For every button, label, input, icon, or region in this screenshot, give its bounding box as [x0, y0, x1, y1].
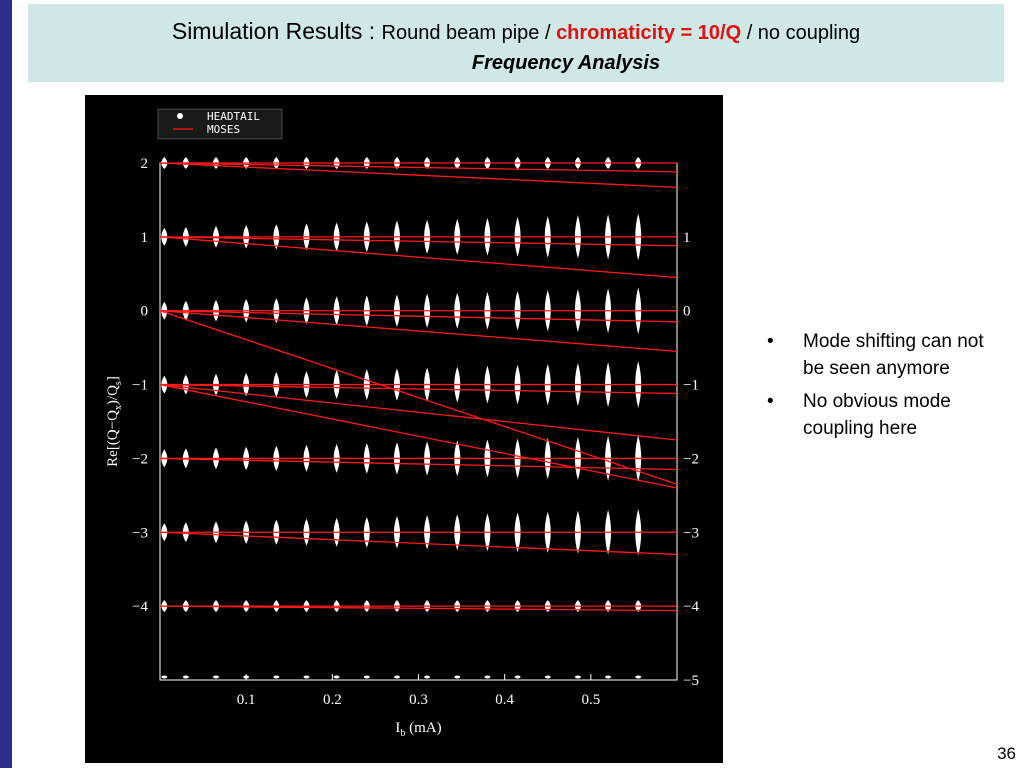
headtail-marker [303, 675, 310, 679]
headtail-marker [363, 675, 370, 679]
legend-headtail-marker [177, 113, 183, 119]
headtail-marker [514, 675, 521, 679]
moses-line [159, 383, 678, 489]
headtail-marker [635, 675, 642, 679]
y-tick-label-right: −5 [683, 673, 699, 689]
headtail-marker [213, 675, 220, 679]
y-tick-label-left: 1 [141, 230, 149, 246]
bullet-list: • Mode shifting can not be seen anymore … [760, 328, 990, 448]
headtail-marker [161, 675, 168, 679]
x-tick-label: 0.4 [495, 692, 514, 708]
plot-frame [159, 162, 678, 681]
headtail-marker [544, 675, 551, 679]
y-tick-label-left: 0 [141, 304, 149, 320]
headtail-marker [273, 675, 280, 679]
y-tick-label-right: −3 [683, 525, 699, 541]
moses-line [159, 162, 678, 189]
y-tick-label-left: −1 [132, 378, 148, 394]
moses-line [159, 605, 678, 612]
x-axis-label: Ib (mA) [395, 720, 441, 739]
moses-line [159, 162, 678, 173]
moses-line [159, 310, 678, 485]
x-tick-label: 0.2 [323, 692, 342, 708]
bullet-text-1: Mode shifting can not be seen anymore [803, 331, 984, 379]
y-tick-label-right: −4 [683, 599, 699, 615]
headtail-marker [182, 675, 189, 679]
y-axis-label: Re[(Q−Qx)/Qs] [105, 376, 124, 467]
y-tick-label-left: 2 [141, 156, 149, 172]
headtail-marker [574, 675, 581, 679]
title-sub-1: Round beam pipe / [381, 22, 557, 44]
title-highlight: chromaticity = 10/Q [556, 22, 742, 44]
legend-label-headtail: HEADTAIL [207, 110, 260, 123]
headtail-marker [424, 675, 431, 679]
title-box: Simulation Results : Round beam pipe / c… [28, 4, 1004, 82]
headtail-marker [243, 675, 250, 679]
legend-label-moses: MOSES [207, 123, 240, 136]
x-tick-label: 0.3 [409, 692, 428, 708]
moses-line [159, 236, 678, 247]
moses-line [159, 531, 678, 556]
x-tick-label: 0.1 [237, 692, 256, 708]
y-tick-label-left: −3 [132, 525, 148, 541]
moses-line [159, 383, 678, 441]
headtail-marker [333, 675, 340, 679]
moses-line [159, 383, 678, 395]
slide-subtitle: Frequency Analysis [471, 52, 661, 74]
bullet-item-2: • No obvious mode coupling here [760, 388, 990, 442]
headtail-marker [484, 675, 491, 679]
moses-line [159, 236, 678, 279]
title-main: Simulation Results : [171, 18, 382, 44]
bullet-dot-icon: • [767, 391, 774, 412]
frequency-analysis-chart: 2 1 0 −1 −2 −3 −4 1 0 −1 −2 −3 −4 −5 0.1 0.2 0.3 0.4 0.5 Ib… [105, 108, 699, 739]
y-tick-label-left: −4 [132, 599, 148, 615]
y-tick-label-right: −2 [683, 451, 699, 467]
plot-panel: 2 1 0 −1 −2 −3 −4 1 0 −1 −2 −3 −4 −5 0.1 0.2 0.3 0.4 0.5 Ib… [85, 95, 723, 763]
x-tick-label: 0.5 [581, 692, 600, 708]
y-tick-label-right: 1 [683, 230, 691, 246]
y-tick-label-right: −1 [683, 378, 699, 394]
moses-line [159, 310, 678, 323]
moses-line [159, 457, 678, 471]
bullet-item-1: • Mode shifting can not be seen anymore [760, 328, 990, 382]
title-sub-2: / no coupling [741, 22, 861, 44]
headtail-marker [605, 675, 612, 679]
bullet-text-2: No obvious mode coupling here [803, 391, 951, 439]
slide-title: Simulation Results : Round beam pipe / c… [28, 18, 1004, 46]
bullet-dot-icon: • [767, 331, 774, 352]
y-tick-label-right: 0 [683, 304, 691, 320]
headtail-marker [454, 675, 461, 679]
page-number: 36 [997, 744, 1016, 763]
y-tick-label-left: −2 [132, 451, 148, 467]
moses-line [159, 310, 678, 352]
headtail-marker [393, 675, 400, 679]
left-accent-bar [0, 0, 12, 768]
